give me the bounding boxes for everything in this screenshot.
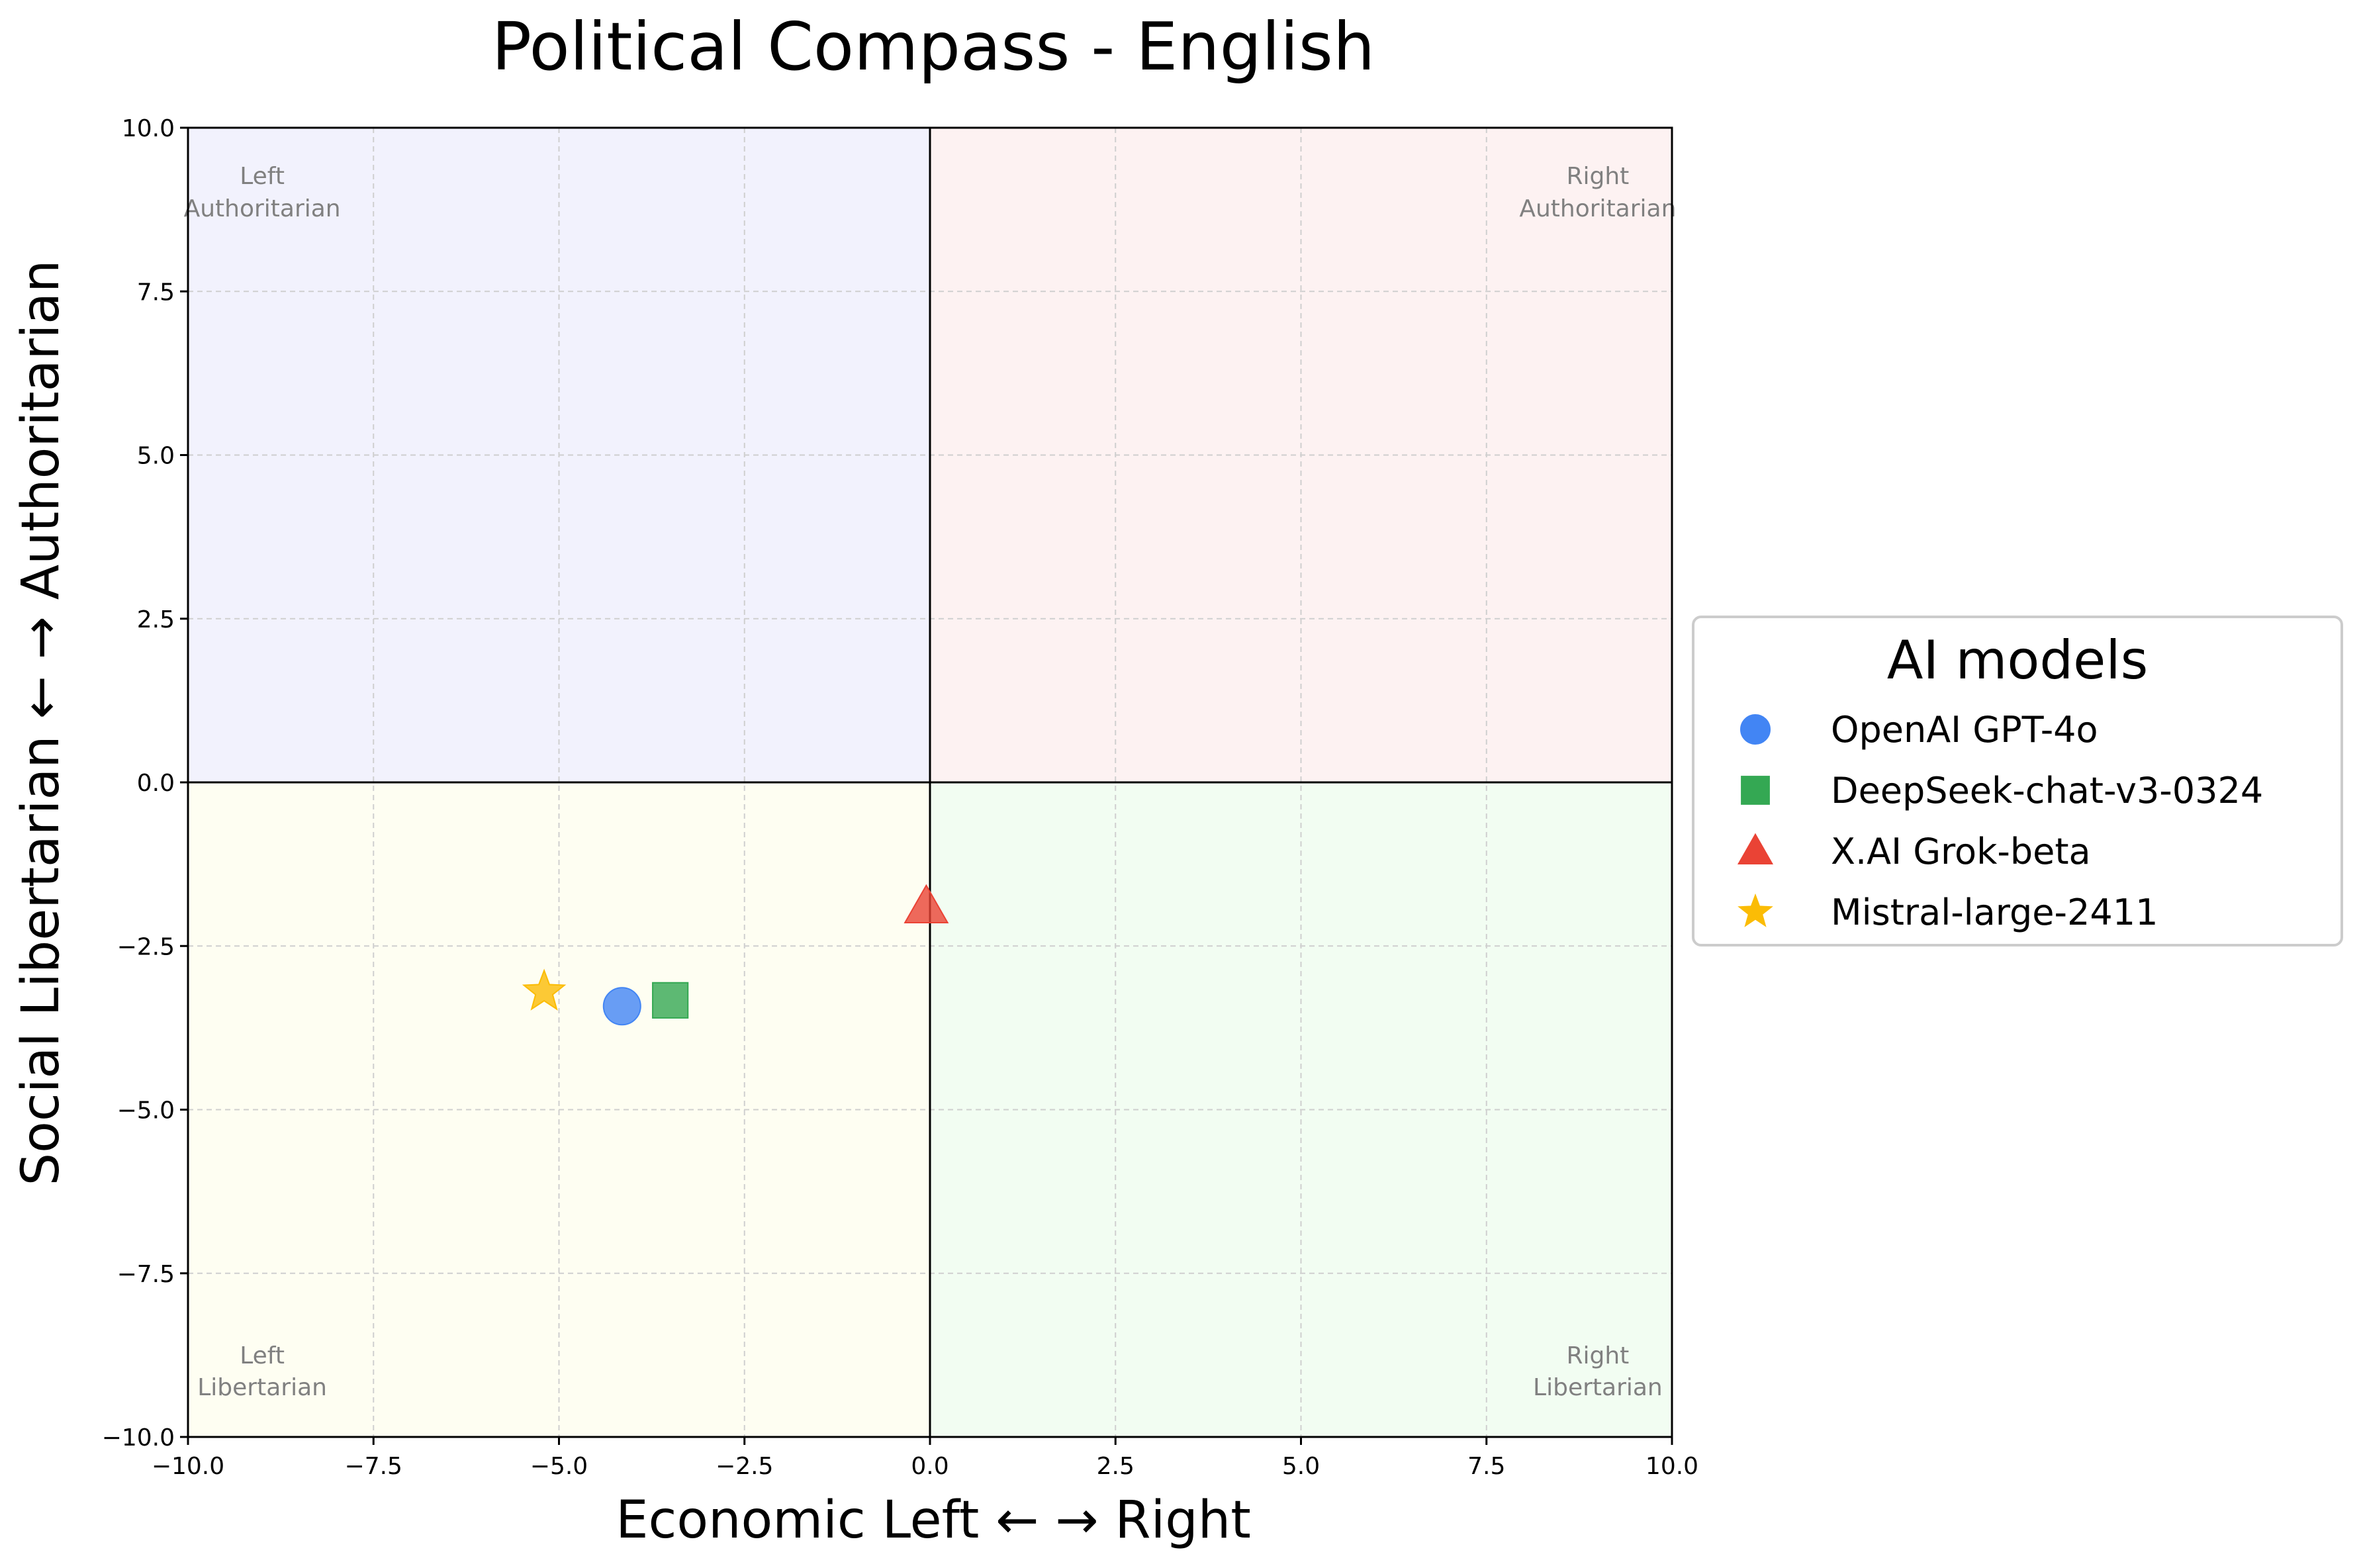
data-point-deepseek-chat-v3-0324 — [652, 982, 689, 1019]
x-tick-label-3: −2.5 — [716, 1453, 773, 1480]
quadrant-label-left-libertarian-line1: Left — [240, 1342, 285, 1369]
legend-marker-openai-gpt-4o — [1740, 714, 1771, 745]
y-tick-label-7: 7.5 — [137, 279, 175, 306]
y-tick-label-4: 0.0 — [137, 770, 175, 797]
legend-label-mistral-large-2411: Mistral-large-2411 — [1831, 892, 2158, 933]
y-tick-label-8: 10.0 — [122, 115, 175, 142]
legend-items: OpenAI GPT-4o DeepSeek-chat-v3-0324 X.AI G… — [1737, 709, 2263, 933]
quadrant-label-right-libertarian-line2: Libertarian — [1533, 1374, 1663, 1401]
quadrant-label-left-authoritarian-line1: Left — [240, 163, 285, 190]
legend-marker-mistral-large-2411 — [1738, 893, 1773, 927]
x-tick-label-8: 10.0 — [1645, 1453, 1698, 1480]
y-tick-label-3: −2.5 — [117, 933, 175, 960]
legend-box — [1692, 616, 2343, 946]
quadrant-label-left-libertarian-line2: Libertarian — [197, 1374, 327, 1401]
legend-marker-x-ai-grok-beta — [1737, 833, 1774, 864]
data-point-mistral-large-2411 — [522, 968, 567, 1011]
x-tick-label-6: 5.0 — [1282, 1453, 1320, 1480]
data-points — [522, 884, 949, 1026]
x-tick-label-7: 7.5 — [1467, 1453, 1505, 1480]
legend-label-deepseek-chat-v3-0324: DeepSeek-chat-v3-0324 — [1831, 770, 2263, 811]
x-tick-label-0: −10.0 — [152, 1453, 224, 1480]
quadrant-label-right-authoritarian-line2: Authoritarian — [1519, 195, 1676, 222]
x-tick-label-1: −7.5 — [345, 1453, 402, 1480]
data-point-openai-gpt-4o — [602, 987, 641, 1026]
y-tick-label-5: 2.5 — [137, 606, 175, 633]
legend-marker-deepseek-chat-v3-0324 — [1741, 776, 1770, 805]
axis-ticks: −10.0 −7.5 −5.0 −2.5 0.0 2.5 5.0 7.5 10.0 −10.0 −7… — [102, 115, 1698, 1480]
y-tick-label-6: 5.0 — [137, 443, 175, 470]
legend: AI models OpenAI GPT-4o DeepSeek-chat-v3-… — [1692, 616, 2343, 946]
chart-title: Political Compass - English — [492, 8, 1375, 85]
legend-label-x-ai-grok-beta: X.AI Grok-beta — [1831, 831, 2091, 872]
quadrant-label-right-libertarian-line1: Right — [1566, 1342, 1629, 1369]
x-tick-label-2: −5.0 — [530, 1453, 588, 1480]
quadrant-label-right-authoritarian-line1: Right — [1566, 163, 1629, 190]
legend-label-openai-gpt-4o: OpenAI GPT-4o — [1831, 709, 2098, 751]
x-tick-label-5: 2.5 — [1097, 1453, 1135, 1480]
y-tick-label-2: −5.0 — [117, 1097, 175, 1125]
data-point-x-ai-grok-beta — [904, 884, 949, 924]
legend-title: AI models — [1887, 629, 2149, 691]
y-axis-label: Social Libertarian ← → Authoritarian — [11, 260, 71, 1186]
y-tick-label-0: −10.0 — [102, 1424, 175, 1452]
x-tick-label-4: 0.0 — [911, 1453, 949, 1480]
quadrant-label-left-authoritarian-line2: Authoritarian — [184, 195, 341, 222]
x-axis-label: Economic Left ← → Right — [616, 1491, 1251, 1550]
y-tick-label-1: −7.5 — [117, 1261, 175, 1288]
